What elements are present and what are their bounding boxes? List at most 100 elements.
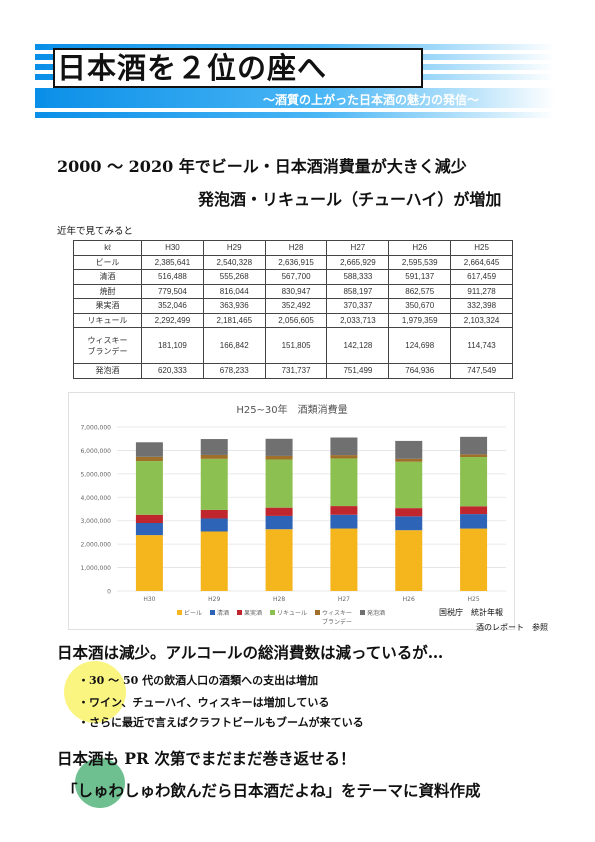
table-caption: 近年で見てみると [57, 226, 134, 237]
table-header-cell: kℓ [73, 240, 142, 256]
bar-segment [460, 506, 488, 515]
bar-segment [135, 514, 163, 524]
title-box [53, 48, 423, 88]
bar-segment [200, 509, 228, 519]
x-tick-label: H26 [403, 596, 415, 603]
bar-segment [330, 437, 358, 456]
bar-segment [265, 529, 293, 591]
x-tick-label: H25 [468, 596, 480, 603]
table-cell: 816,044 [202, 283, 266, 299]
chart-svg: H25~30年 酒類消費量 0 1,000,000 2,000,000 3,000,00… [80, 403, 506, 626]
table-cell: 2,056,605 [264, 312, 328, 328]
table-cell: 747,549 [450, 363, 513, 379]
bar-segment [330, 528, 358, 591]
table-cell: 588,333 [326, 269, 390, 285]
table-header-cell: H30 [141, 240, 204, 256]
legend-swatch [210, 610, 215, 615]
legend-swatch [177, 610, 182, 615]
consumption-chart: H25~30年 酒類消費量 0 1,000,000 2,000,000 3,000,00… [68, 392, 515, 630]
bar-segment [395, 516, 423, 531]
table-row: ウィスキー ブランデー 181,109 166,842 151,805 142,128 1… [73, 327, 513, 364]
table-cell: 1,979,359 [388, 312, 452, 328]
table-cell: 764,936 [388, 363, 452, 379]
table-row-label: 果実酒 [73, 298, 142, 314]
bar-segment [200, 454, 228, 459]
legend-label: 発泡酒 [367, 609, 385, 617]
bar-segment [135, 456, 163, 462]
bar-segment [330, 458, 358, 507]
legend-label: ウィスキーブランデー [322, 609, 352, 626]
bar-segment [135, 523, 163, 536]
table-header-row: kℓ H30 H29 H28 H27 H26 H25 [73, 240, 513, 256]
legend-swatch [315, 610, 320, 615]
banner-stripe [35, 44, 555, 50]
table-cell: 678,233 [202, 363, 266, 379]
subtitle-bar [35, 88, 555, 108]
table-row-label: 清酒 [73, 269, 142, 285]
table-cell: 779,504 [141, 283, 204, 299]
bullet-item: ・30 ～ 50 代の飲酒人口の酒類への支出は増加 [78, 674, 319, 687]
table-row-label: 発泡酒 [73, 363, 142, 379]
bar-segment [135, 461, 163, 515]
legend-swatch [270, 610, 275, 615]
source-line1: 国税庁 統計年報 [439, 608, 503, 617]
y-tick-label: 1,000,000 [80, 565, 111, 572]
table-cell: 2,385,641 [141, 254, 204, 270]
table-cell: 352,492 [264, 298, 328, 314]
banner-block [35, 88, 45, 108]
table-cell: 2,540,328 [202, 254, 266, 270]
bar-segment [200, 518, 228, 532]
table-cell: 114,743 [450, 327, 513, 364]
bar-segment [460, 454, 488, 458]
consumption-table: kℓ H30 H29 H28 H27 H26 H25 ビール 2,385,641 2… [73, 240, 513, 379]
legend-label: リキュール [277, 610, 307, 617]
table-cell: 350,670 [388, 298, 452, 314]
table-header-cell: H25 [450, 240, 513, 256]
bar-segment [395, 458, 423, 462]
y-tick-label: 3,000,000 [80, 518, 111, 525]
bar-segment [460, 436, 488, 455]
y-tick-label: 0 [107, 589, 111, 596]
y-tick-label: 4,000,000 [80, 495, 111, 502]
page-subtitle: ～酒質の上がった日本酒の魅力の発信～ [262, 93, 479, 107]
bar-segment [460, 514, 488, 529]
table-cell: 2,103,324 [450, 312, 513, 328]
chart-title: H25~30年 酒類消費量 [236, 403, 347, 416]
legend-label: ビール [184, 609, 202, 617]
bar-segment [460, 457, 488, 507]
y-tick-label: 2,000,000 [80, 542, 111, 549]
legend-swatch [237, 610, 242, 615]
table-row-label: 焼酎 [73, 283, 142, 299]
table-cell: 911,278 [450, 283, 513, 299]
table-cell: 2,665,929 [326, 254, 390, 270]
source-line2: 酒のレポート 参照 [476, 623, 548, 632]
table-cell: 370,337 [326, 298, 390, 314]
yellow-circle-decoration [64, 661, 126, 723]
table-cell: 181,109 [141, 327, 204, 364]
bar-segment [200, 458, 228, 510]
bar-segment [395, 461, 423, 509]
table-cell: 617,459 [450, 269, 513, 285]
banner-block [35, 64, 45, 70]
x-tick-label: H29 [208, 596, 220, 603]
bar-segment [330, 506, 358, 515]
bar-segment [265, 515, 293, 530]
table-header-cell: H28 [264, 240, 328, 256]
bar-segment [330, 455, 358, 459]
table-cell: 830,947 [264, 283, 328, 299]
x-tick-label: H28 [273, 596, 285, 603]
table-cell: 332,398 [450, 298, 513, 314]
table-header-cell: H27 [326, 240, 390, 256]
bar-segment [395, 440, 423, 459]
table-cell: 555,268 [202, 269, 266, 285]
bar-segment [135, 442, 163, 457]
table-cell: 2,636,915 [264, 254, 328, 270]
y-tick-label: 5,000,000 [80, 471, 111, 478]
table-header-cell: H26 [388, 240, 452, 256]
table-row: ビール 2,385,641 2,540,328 2,636,915 2,665,929 2… [73, 254, 513, 270]
bar-segment [460, 528, 488, 591]
table-cell: 2,595,539 [388, 254, 452, 270]
section2-heading: 日本酒も PR 次第でまだまだ巻き返せる！ [57, 749, 356, 768]
table-cell: 516,488 [141, 269, 204, 285]
table-row: 果実酒 352,046 363,936 352,492 370,337 350,670 33… [73, 298, 513, 314]
